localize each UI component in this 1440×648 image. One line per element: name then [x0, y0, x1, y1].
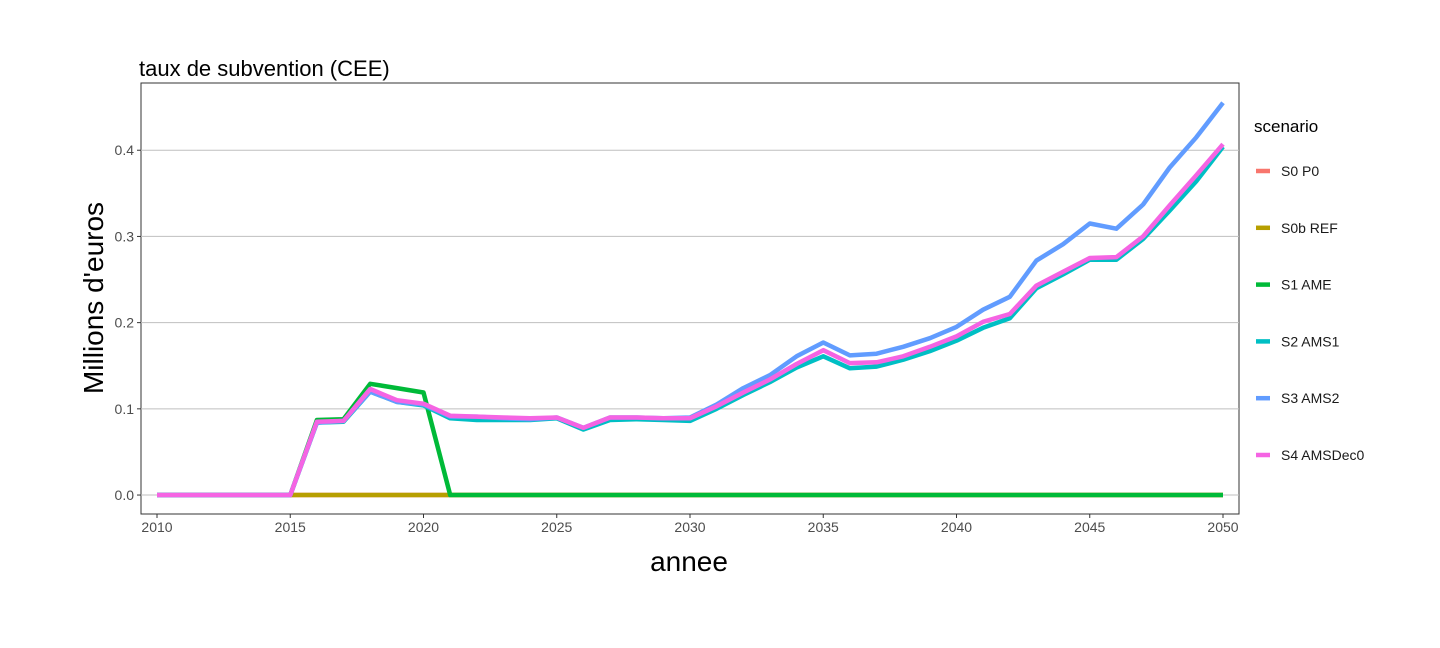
- x-tick-label: 2045: [1074, 519, 1105, 535]
- x-tick-label: 2050: [1207, 519, 1238, 535]
- x-tick-label: 2035: [808, 519, 839, 535]
- x-tick-label: 2020: [408, 519, 439, 535]
- series-lines: [157, 101, 1225, 498]
- y-axis-title: Millions d'euros: [78, 202, 109, 394]
- y-tick-label: 0.0: [115, 487, 135, 503]
- x-tick-label: 2025: [541, 519, 572, 535]
- plot-panel: [140, 82, 1240, 515]
- series-line-s4-amsdec0: [157, 142, 1225, 498]
- x-tick-label: 2015: [275, 519, 306, 535]
- legend-label-s1-ame: S1 AME: [1281, 277, 1332, 293]
- y-tick-label: 0.1: [115, 401, 135, 417]
- legend-title: scenario: [1254, 117, 1318, 136]
- legend-label-s3-ams2: S3 AMS2: [1281, 390, 1340, 406]
- y-axis-ticks: 0.0 0.1 0.2 0.3 0.4: [115, 142, 141, 503]
- x-tick-label: 2040: [941, 519, 972, 535]
- y-tick-label: 0.3: [115, 228, 135, 244]
- legend-label-s0b-ref: S0b REF: [1281, 220, 1338, 236]
- y-tick-label: 0.4: [115, 142, 135, 158]
- legend: scenario S0 P0 S0b REF S1 AME S2 AMS1 S3 AMS…: [1254, 117, 1364, 463]
- x-tick-label: 2010: [141, 519, 172, 535]
- x-axis-title: annee: [650, 546, 728, 577]
- legend-label-s2-ams1: S2 AMS1: [1281, 333, 1340, 349]
- x-axis-ticks: 2010 2015 2020 2025 2030 2035 2040 2045 2050: [141, 514, 1239, 535]
- legend-label-s0-p0: S0 P0: [1281, 163, 1319, 179]
- y-tick-label: 0.2: [115, 315, 135, 331]
- chart-title: taux de subvention (CEE): [139, 56, 390, 81]
- x-tick-label: 2030: [674, 519, 705, 535]
- legend-label-s4-amsdec0: S4 AMSDec0: [1281, 447, 1364, 463]
